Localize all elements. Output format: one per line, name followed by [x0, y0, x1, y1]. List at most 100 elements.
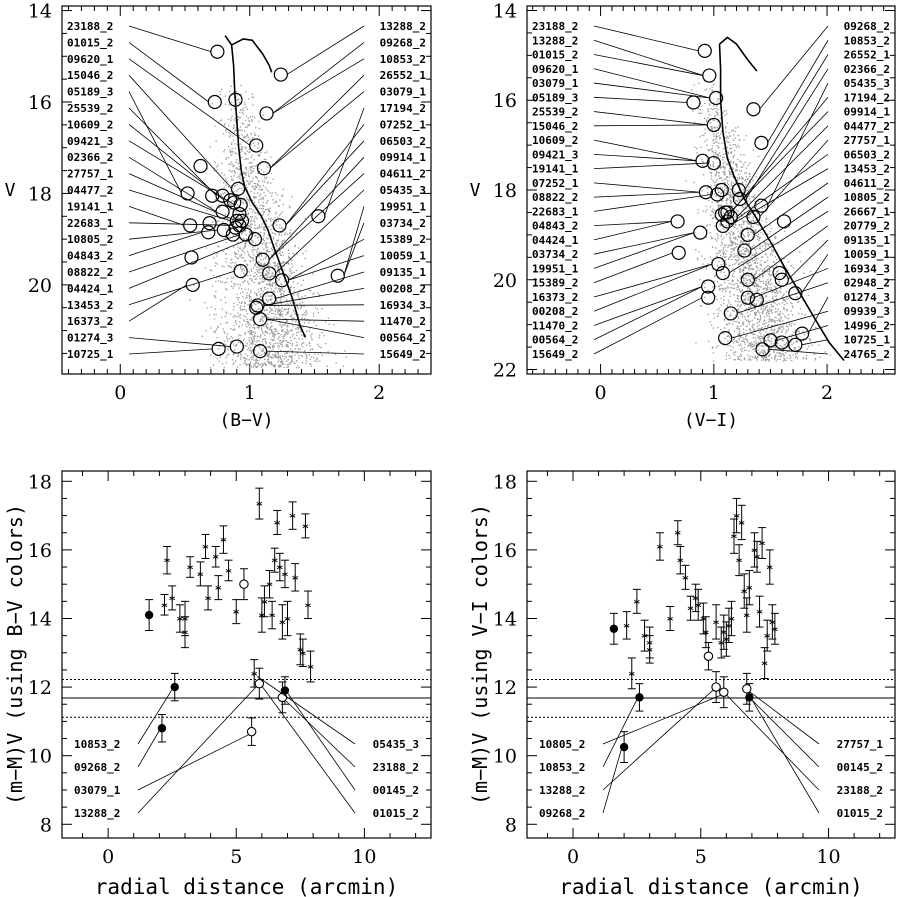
selected-star-circle: [720, 205, 735, 220]
selected-star-circle: [774, 272, 789, 287]
leader-line: [593, 153, 697, 162]
star-point: ∗: [677, 553, 684, 567]
selected-star-circle: [183, 218, 198, 233]
selected-star-circle: [749, 292, 764, 308]
star-id-label: 10059_1: [844, 248, 891, 261]
open-point: [719, 687, 729, 697]
leader-line: [128, 234, 240, 273]
leader-line: [263, 288, 365, 306]
leader-line: [128, 124, 225, 201]
callout-line: [137, 731, 160, 768]
selected-star-circle: [755, 342, 770, 357]
panel-top-left: 0 1 214161820(B−V)V23188_201015_209620_115…: [5, 1, 432, 431]
leader-line: [767, 40, 829, 144]
callout-line: [751, 700, 820, 814]
star-point: ∗: [204, 591, 211, 605]
star-id-label: 27757_1: [844, 134, 891, 147]
leader-line: [269, 74, 365, 169]
star-id-label: 06503_2: [380, 135, 426, 148]
star-id-label: 23188_2: [532, 20, 578, 33]
leader-line: [593, 139, 697, 162]
callout-line: [602, 689, 714, 791]
fiducial-branch: [231, 38, 273, 73]
panel-bottom-right: 0 5 10 8 10 12 14 16 18 radial distance (arcmin) (…: [468, 470, 896, 897]
leader-line: [593, 297, 703, 355]
star-point: ∗: [633, 594, 640, 608]
y-tick-label: 14: [493, 608, 517, 630]
leader-line: [274, 189, 365, 274]
star-point: ∗: [251, 666, 258, 680]
open-point: [254, 678, 265, 689]
callout-line: [261, 686, 356, 814]
star-point: ∗: [756, 605, 763, 619]
y-tick-label: 14: [28, 608, 52, 630]
y-axis-label: (m−M)V (using B−V colors): [3, 504, 27, 805]
selected-star-circle: [754, 135, 769, 150]
star-point: ∗: [187, 560, 194, 574]
star-id-label: 09939_3: [844, 305, 890, 318]
star-id-label: 14996_2: [844, 319, 890, 332]
leader-line: [593, 111, 708, 126]
leader-line: [593, 221, 672, 227]
leader-line: [593, 221, 672, 241]
leader-line: [745, 68, 829, 200]
leader-line: [128, 91, 182, 194]
star-id-label: 26552_1: [844, 49, 891, 62]
star-point: ∗: [741, 584, 748, 598]
fiducial-branch: [718, 36, 758, 72]
selected-star-circle: [686, 95, 701, 110]
selected-star-circle: [262, 291, 277, 306]
star-id-label: 25539_2: [67, 102, 113, 115]
star-id-label: 00564_2: [532, 334, 578, 347]
star-point: ∗: [728, 611, 735, 625]
leader-line: [730, 97, 829, 213]
star-id-label: 02366_2: [67, 151, 113, 164]
star-id-label: 09135_1: [380, 266, 427, 279]
callout-line: [137, 686, 257, 814]
star-id-label: 16934_3: [380, 299, 426, 312]
selected-star-circle: [273, 67, 288, 82]
selected-star-circle: [693, 225, 708, 240]
star-point: ∗: [181, 611, 188, 625]
callout-label: 10853_2: [74, 738, 120, 751]
selected-star-circle: [772, 265, 787, 281]
callout-line: [256, 676, 356, 745]
star-id-label: 00208_2: [380, 282, 426, 295]
star-id-label: 17194_2: [844, 91, 890, 104]
star-id-label: 03079_1: [380, 86, 427, 99]
leader-line: [128, 189, 231, 222]
star-id-label: 04611_2: [844, 177, 890, 190]
x-tick-label: 10: [352, 846, 376, 868]
star-point: ∗: [674, 526, 681, 540]
star-id-label: 10853_2: [380, 53, 426, 66]
star-id-label: 04424_1: [67, 282, 114, 295]
star-point: ∗: [692, 591, 699, 605]
star-id-label: 11470_2: [380, 315, 426, 328]
star-id-label: 15046_2: [532, 120, 578, 133]
callout-line: [137, 734, 249, 791]
leader-line: [343, 206, 365, 276]
star-id-label: 26667_1: [844, 205, 891, 218]
star-point: ∗: [163, 553, 170, 567]
star-id-label: 26552_1: [380, 69, 427, 82]
star-id-label: 04843_2: [67, 250, 113, 263]
y-tick-label: 14: [493, 0, 517, 22]
callout-line: [749, 691, 820, 745]
selected-star-circle: [788, 286, 803, 301]
star-point: ∗: [753, 550, 760, 564]
selected-star-circle: [670, 214, 685, 229]
star-id-label: 13453_2: [67, 299, 113, 312]
star-id-label: 25539_2: [532, 106, 578, 119]
leader-line: [287, 255, 365, 281]
x-tick-label: 0: [102, 846, 114, 868]
callout-line: [602, 694, 721, 745]
leader-line: [263, 304, 365, 306]
callout-label: 13288_2: [539, 784, 585, 797]
y-tick-label: 14: [28, 1, 52, 23]
star-id-label: 08822_2: [67, 266, 113, 279]
leader-line: [128, 25, 212, 53]
leader-line: [593, 25, 699, 52]
leader-line: [593, 54, 704, 76]
callout-label: 10853_2: [539, 761, 585, 774]
selected-star-circle: [255, 252, 270, 267]
